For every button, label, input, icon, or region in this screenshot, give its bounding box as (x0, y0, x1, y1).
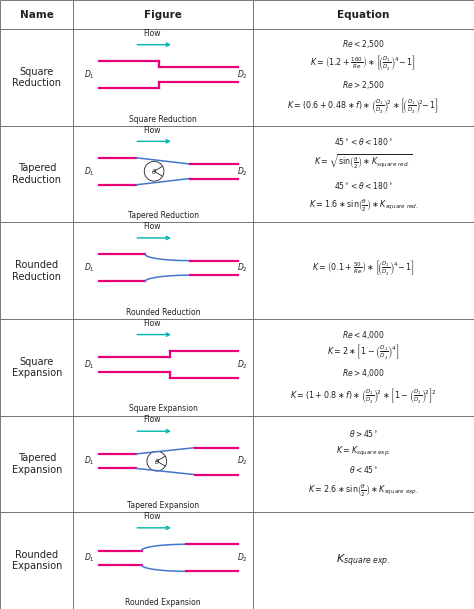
Text: $D_1$: $D_1$ (84, 552, 95, 564)
Text: $K = \sqrt{\sin\!\left(\frac{\theta}{2}\right) \ast K_{square\ red.}}$: $K = \sqrt{\sin\!\left(\frac{\theta}{2}\… (314, 153, 413, 172)
Text: Rounded
Expansion: Rounded Expansion (11, 550, 62, 571)
Circle shape (144, 161, 164, 181)
Text: Rounded
Reduction: Rounded Reduction (12, 260, 61, 281)
Text: $D_1$: $D_1$ (84, 165, 95, 178)
Text: $D_1$: $D_1$ (84, 68, 95, 81)
Text: Rounded Reduction: Rounded Reduction (126, 308, 201, 317)
Text: $K = (1 + 0.8 \ast f) \ast \left(\frac{D_1}{D_2}\right)^{\!2} \ast \left[1 - \le: $K = (1 + 0.8 \ast f) \ast \left(\frac{D… (290, 387, 437, 406)
Text: Flow: Flow (144, 415, 161, 424)
Bar (253, 29, 474, 126)
Text: $K = 1.6 \ast \sin\!\left(\frac{\theta}{2}\right) \ast K_{square\ red.}$: $K = 1.6 \ast \sin\!\left(\frac{\theta}{… (309, 198, 418, 214)
Text: Square Expansion: Square Expansion (128, 404, 198, 414)
Text: $K = (0.6 + 0.48 \ast f) \ast \left(\frac{D_1}{D_2}\right)^{\!2} \ast \left[\!\l: $K = (0.6 + 0.48 \ast f) \ast \left(\fra… (287, 97, 439, 116)
Text: $D_2$: $D_2$ (237, 262, 247, 274)
Text: Flow: Flow (144, 512, 161, 521)
Bar (73, 0, 253, 29)
Bar (0, 416, 73, 512)
Bar (0, 0, 73, 29)
Bar (253, 0, 474, 29)
Text: Tapered
Expansion: Tapered Expansion (11, 453, 62, 475)
Text: Figure: Figure (144, 10, 182, 19)
Text: Flow: Flow (144, 222, 161, 231)
Text: $K = K_{square\ exp.}$: $K = K_{square\ exp.}$ (336, 445, 391, 458)
Text: $K = 2.6 \ast \sin\!\left(\frac{\theta}{2}\right) \ast K_{square\ exp.}$: $K = 2.6 \ast \sin\!\left(\frac{\theta}{… (308, 483, 419, 499)
Text: $Re > 2{,}500$: $Re > 2{,}500$ (342, 79, 385, 91)
Bar (73, 222, 253, 319)
Bar (73, 29, 253, 126)
Text: $K_{square\ exp.}$: $K_{square\ exp.}$ (336, 552, 391, 569)
Bar (0, 126, 73, 222)
Bar (73, 319, 253, 416)
Bar (253, 319, 474, 416)
Text: $D_2$: $D_2$ (237, 552, 247, 564)
Text: Flow: Flow (144, 29, 161, 38)
Text: $D_2$: $D_2$ (237, 358, 247, 371)
Circle shape (147, 451, 167, 471)
Text: $Re < 4{,}000$: $Re < 4{,}000$ (342, 329, 385, 340)
Bar (253, 512, 474, 609)
Bar (0, 319, 73, 416)
Text: $45^\circ < \theta < 180^\circ$: $45^\circ < \theta < 180^\circ$ (334, 180, 393, 191)
Text: $\theta$: $\theta$ (151, 167, 157, 176)
Text: Rounded Expansion: Rounded Expansion (125, 598, 201, 607)
Text: Square
Expansion: Square Expansion (11, 357, 62, 378)
Text: $D_1$: $D_1$ (84, 262, 95, 274)
Text: $K = 2 \ast \left[1 - \left(\frac{D_1}{D_2}\right)^{\!4}\right]$: $K = 2 \ast \left[1 - \left(\frac{D_1}{D… (327, 343, 400, 362)
Text: Square
Reduction: Square Reduction (12, 67, 61, 88)
Text: Equation: Equation (337, 10, 390, 19)
Bar (0, 222, 73, 319)
Bar (73, 126, 253, 222)
Bar (253, 126, 474, 222)
Text: Tapered Reduction: Tapered Reduction (128, 211, 199, 220)
Text: $Re < 2{,}500$: $Re < 2{,}500$ (342, 38, 385, 50)
Text: $D_1$: $D_1$ (84, 358, 95, 371)
Text: $D_2$: $D_2$ (237, 68, 247, 81)
Text: $\theta < 45^\circ$: $\theta < 45^\circ$ (348, 464, 378, 476)
Text: $D_1$: $D_1$ (84, 455, 95, 468)
Bar (0, 512, 73, 609)
Text: $D_2$: $D_2$ (237, 455, 247, 468)
Text: Tapered
Reduction: Tapered Reduction (12, 163, 61, 185)
Bar (253, 222, 474, 319)
Text: Square Reduction: Square Reduction (129, 114, 197, 124)
Text: $K = \left(1.2 + \frac{160}{Re}\right) \ast \left[\!\left(\frac{D_1}{D_2}\right): $K = \left(1.2 + \frac{160}{Re}\right) \… (310, 54, 416, 72)
Text: Flow: Flow (144, 319, 161, 328)
Text: $\theta > 45^\circ$: $\theta > 45^\circ$ (348, 428, 378, 438)
Text: $Re > 4{,}000$: $Re > 4{,}000$ (342, 367, 385, 379)
Text: $D_2$: $D_2$ (237, 165, 247, 178)
Text: $K = \left(0.1 + \frac{50}{Re}\right) \ast \left[\!\left(\frac{D_1}{D_2}\right)^: $K = \left(0.1 + \frac{50}{Re}\right) \a… (312, 259, 415, 278)
Bar (73, 416, 253, 512)
Bar (73, 512, 253, 609)
Text: Tapered Expansion: Tapered Expansion (127, 501, 199, 510)
Text: Name: Name (20, 10, 54, 19)
Bar (253, 416, 474, 512)
Bar (0, 29, 73, 126)
Text: $\theta$: $\theta$ (154, 457, 160, 466)
Text: $45^\circ < \theta < 180^\circ$: $45^\circ < \theta < 180^\circ$ (334, 136, 393, 147)
Text: Flow: Flow (144, 125, 161, 135)
